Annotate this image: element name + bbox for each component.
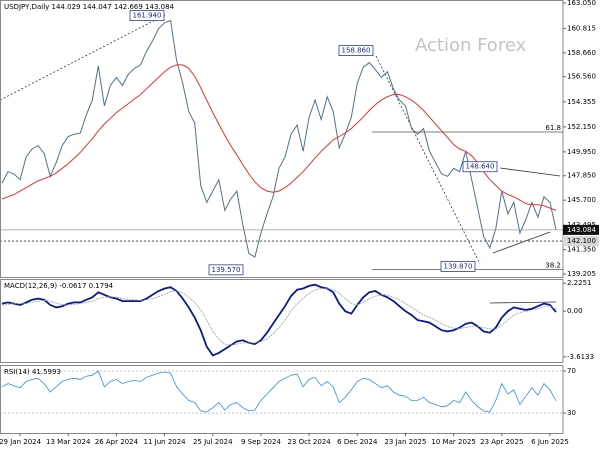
y-tick-label: 145.700 [567, 196, 596, 204]
trend-line [489, 301, 557, 304]
x-tick-label: 13 Mar 2024 [46, 438, 91, 446]
x-tick-label: 29 Jan 2024 [0, 438, 42, 446]
annotation-label: 158.860 [342, 47, 371, 55]
panel-frame [0, 0, 564, 278]
annotation-label: 139.870 [444, 262, 473, 270]
y-tick-label: 163.050 [567, 0, 596, 7]
x-tick-label: 11 Jun 2024 [144, 438, 187, 446]
trend-line [499, 167, 561, 177]
trend-line [375, 55, 481, 265]
series-line [1, 19, 557, 258]
fibo-label: 38.2 [545, 261, 561, 269]
y-tick-label: 160.815 [567, 24, 596, 32]
annotation-box [462, 161, 498, 173]
fibo-label: 61.8 [545, 124, 561, 132]
x-tick-label: 23 Oct 2024 [287, 438, 331, 446]
panel-title: MACD(12,26,9) -0.0617 0.1794 [4, 282, 114, 290]
y-tick-label: 0.00 [567, 307, 583, 315]
x-tick-label: 6 Jun 2025 [531, 438, 569, 446]
series-line [1, 288, 557, 346]
y-tick-label: 2.2251 [567, 279, 592, 287]
price-level-label: 142.100 [567, 237, 596, 245]
price-level-label: 143.084 [567, 226, 596, 234]
trend-lines [0, 14, 561, 304]
series-line [1, 370, 557, 413]
y-tick-label: 154.355 [567, 98, 596, 106]
panel-title: USDJPY,Daily 144.029 144.047 142.669 143… [4, 3, 175, 11]
series-line [1, 283, 557, 357]
annotation-box [208, 264, 244, 276]
annotation-box [338, 45, 374, 56]
x-tick-label: 10 Mar 2025 [431, 438, 475, 446]
y-tick-label: 30 [567, 409, 576, 417]
plot [0, 19, 563, 414]
y-tick-label: 139.205 [567, 270, 596, 278]
annotation-label: 161.940 [133, 12, 162, 20]
y-tick-label: -3.6133 [567, 353, 594, 361]
annotation-box [440, 261, 476, 272]
watermark: Action Forex [415, 35, 527, 56]
x-tick-label: 23 Apr 2025 [480, 438, 523, 446]
price-level-box [563, 236, 599, 247]
y-tick-label: 156.560 [567, 73, 596, 81]
y-tick-label: 158.660 [567, 49, 596, 57]
x-tick-label: 25 Jul 2024 [193, 438, 233, 446]
y-tick-label: 70 [567, 367, 576, 375]
trend-line [0, 14, 166, 101]
x-tick-label: 26 Apr 2024 [95, 438, 139, 446]
y-tick-label: 152.150 [567, 123, 596, 131]
panel-frame [0, 279, 564, 363]
panel-title: RSI(14) 41.5993 [4, 368, 61, 376]
x-tick-label: 23 Jan 2025 [384, 438, 426, 446]
annotation-box [129, 10, 165, 21]
price-level-box [563, 224, 599, 235]
y-tick-label: 141.350 [567, 246, 596, 254]
panel-frame [0, 365, 564, 434]
y-tick-label: 147.850 [567, 172, 596, 180]
y-tick-label: 149.950 [567, 148, 596, 156]
annotation-label: 139.570 [212, 266, 241, 274]
trend-line [492, 231, 551, 254]
series-line [1, 64, 557, 211]
annotation-label: 148.640 [466, 163, 495, 171]
x-tick-label: 6 Dec 2024 [337, 438, 378, 446]
x-tick-label: 9 Sep 2024 [241, 438, 281, 446]
